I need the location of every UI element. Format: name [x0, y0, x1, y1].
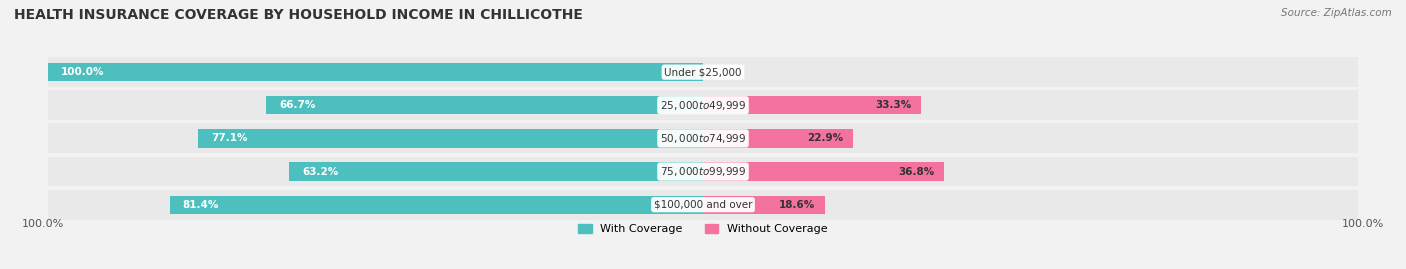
Text: 81.4%: 81.4%: [183, 200, 219, 210]
Text: $75,000 to $99,999: $75,000 to $99,999: [659, 165, 747, 178]
Bar: [48, 123, 1358, 153]
Bar: [48, 63, 703, 81]
Bar: [703, 196, 825, 214]
Text: HEALTH INSURANCE COVERAGE BY HOUSEHOLD INCOME IN CHILLICOTHE: HEALTH INSURANCE COVERAGE BY HOUSEHOLD I…: [14, 8, 583, 22]
Text: 100.0%: 100.0%: [1343, 218, 1385, 229]
Bar: [48, 90, 1358, 120]
Text: 63.2%: 63.2%: [302, 167, 339, 176]
Bar: [703, 129, 853, 147]
Text: 22.9%: 22.9%: [807, 133, 844, 143]
Bar: [288, 162, 703, 181]
Text: $25,000 to $49,999: $25,000 to $49,999: [659, 99, 747, 112]
Text: $100,000 and over: $100,000 and over: [654, 200, 752, 210]
Legend: With Coverage, Without Coverage: With Coverage, Without Coverage: [574, 220, 832, 239]
Bar: [48, 157, 1358, 186]
Bar: [266, 96, 703, 114]
Bar: [198, 129, 703, 147]
Text: 77.1%: 77.1%: [211, 133, 247, 143]
Text: 33.3%: 33.3%: [875, 100, 911, 110]
Bar: [703, 162, 943, 181]
Bar: [703, 96, 921, 114]
Bar: [170, 196, 703, 214]
Text: $50,000 to $74,999: $50,000 to $74,999: [659, 132, 747, 145]
Text: 66.7%: 66.7%: [278, 100, 315, 110]
Text: 36.8%: 36.8%: [898, 167, 935, 176]
Bar: [48, 57, 1358, 87]
Text: Under $25,000: Under $25,000: [664, 67, 742, 77]
Text: 18.6%: 18.6%: [779, 200, 815, 210]
Text: 100.0%: 100.0%: [21, 218, 63, 229]
Text: 100.0%: 100.0%: [60, 67, 104, 77]
Text: Source: ZipAtlas.com: Source: ZipAtlas.com: [1281, 8, 1392, 18]
Bar: [48, 190, 1358, 220]
